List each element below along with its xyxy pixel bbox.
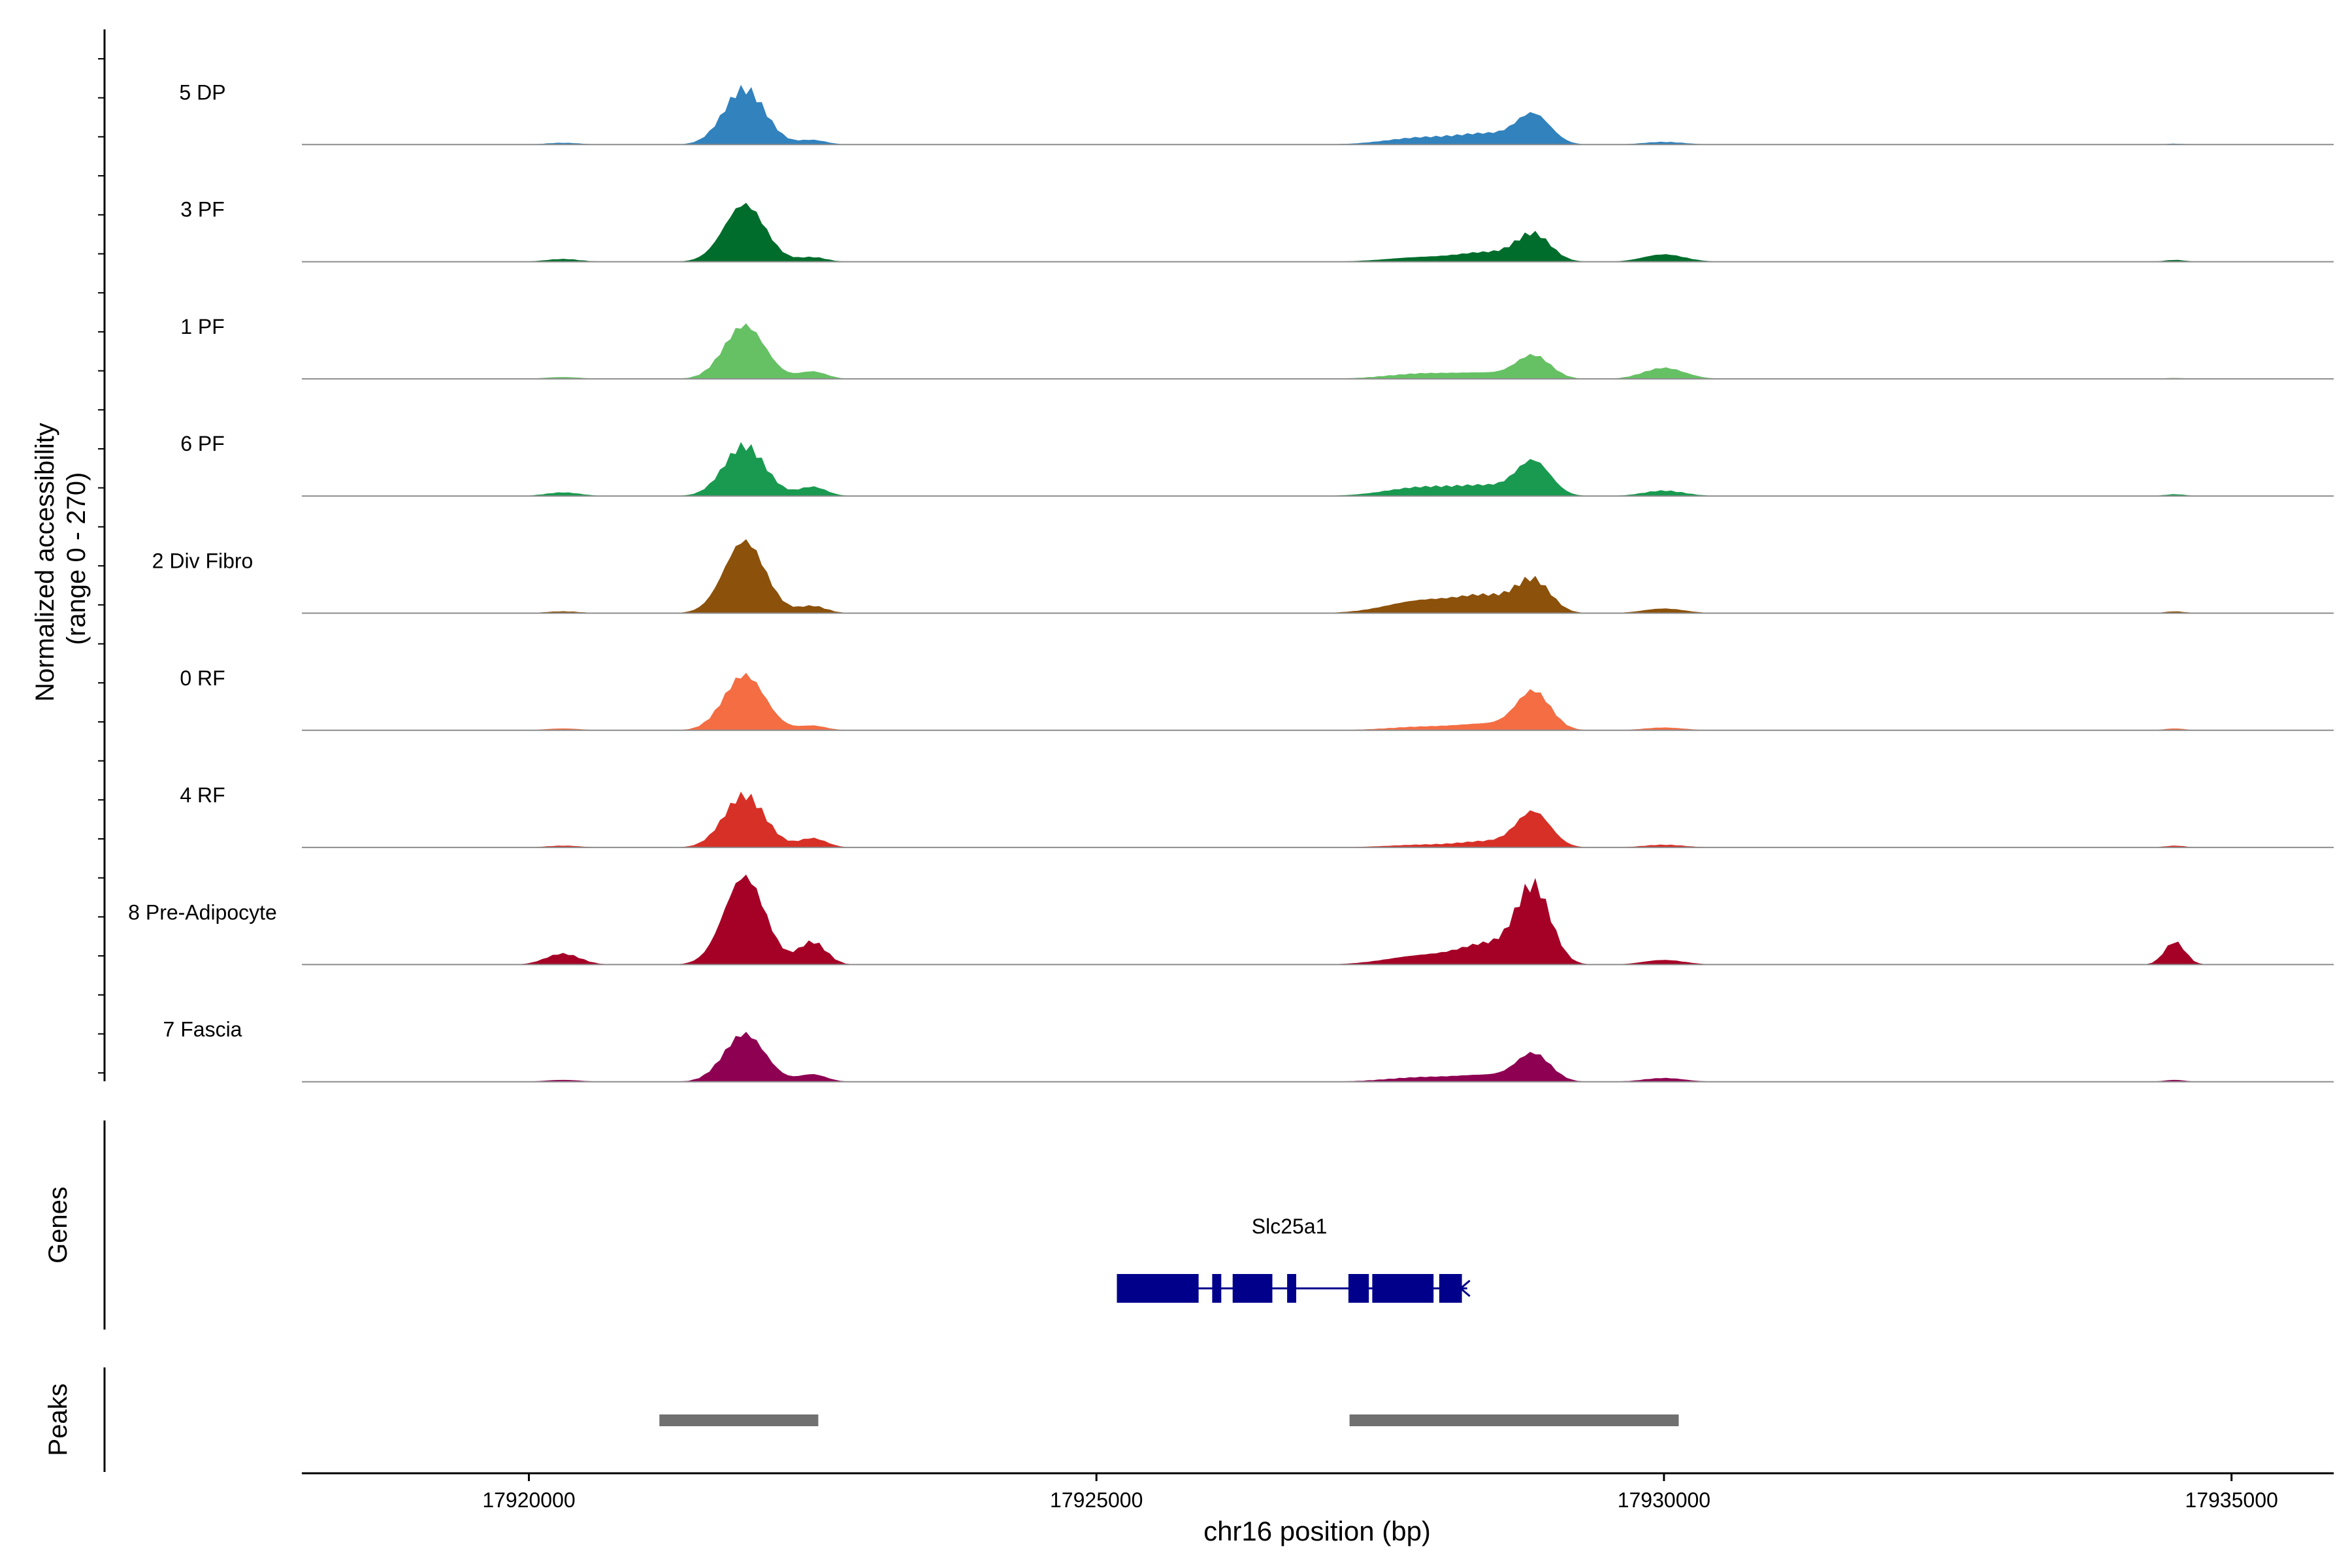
y-axis-title-line2: (range 0 - 270)	[62, 472, 91, 645]
track-label: 5 DP	[179, 80, 225, 104]
gene-exon	[1348, 1274, 1369, 1303]
gene-model: Slc25a1	[1117, 1215, 1471, 1303]
y-axis-title: Normalized accessibility (range 0 - 270)	[31, 416, 91, 702]
x-axis-tick-label: 17920000	[482, 1488, 575, 1512]
gene-exon	[1212, 1274, 1222, 1303]
track-2-div-fibro: 2 Div Fibro	[152, 539, 2334, 614]
coverage-tracks: 5 DP 3 PF 1 PF 6 PF 2 Div Fibro 0 RF 4 RF 8 Pre…	[128, 80, 2334, 1083]
track-1-pf: 1 PF	[180, 315, 2334, 380]
x-axis-title: chr16 position (bp)	[1203, 1516, 1431, 1546]
strand-arrow	[1459, 1279, 1471, 1298]
y-axis-title-line1: Normalized accessibility	[31, 423, 59, 702]
track-0-rf: 0 RF	[180, 666, 2334, 731]
track-7-fascia: 7 Fascia	[163, 1018, 2334, 1083]
x-axis-tick-label: 17935000	[2185, 1488, 2278, 1512]
peak-region	[1349, 1414, 1679, 1426]
track-label: 2 Div Fibro	[152, 549, 253, 573]
peak-region	[659, 1414, 819, 1426]
x-axis-tick-label: 17930000	[1618, 1488, 1710, 1512]
gene-exon	[1372, 1274, 1434, 1303]
peaks-panel-label: Peaks	[44, 1383, 73, 1456]
gene-exon	[1287, 1274, 1296, 1303]
track-4-rf: 4 RF	[180, 783, 2334, 849]
track-label: 1 PF	[180, 315, 225, 338]
track-3-pf: 3 PF	[180, 198, 2334, 263]
gene-exon	[1117, 1274, 1199, 1303]
gene-exon	[1439, 1274, 1462, 1303]
track-8-pre-adipocyte: 8 Pre-Adipocyte	[128, 874, 2334, 966]
track-label: 3 PF	[180, 198, 225, 221]
x-axis-tick-label: 17925000	[1050, 1488, 1143, 1512]
track-label: 7 Fascia	[163, 1018, 242, 1041]
gene-name-label: Slc25a1	[1252, 1215, 1328, 1238]
peak-regions	[659, 1414, 1679, 1426]
track-label: 6 PF	[180, 432, 225, 455]
coverage-y-axis-ticks	[98, 58, 105, 1074]
track-label: 4 RF	[180, 783, 225, 807]
track-6-pf: 6 PF	[180, 432, 2334, 497]
track-5-dp: 5 DP	[179, 80, 2334, 146]
track-label: 8 Pre-Adipocyte	[128, 900, 277, 924]
gene-exon	[1232, 1274, 1273, 1303]
genes-panel-label: Genes	[44, 1186, 73, 1264]
track-label: 0 RF	[180, 666, 225, 690]
x-axis-ticks: 17920000 17925000 17930000 17935000	[482, 1473, 2278, 1512]
coverage-area	[302, 874, 2334, 965]
